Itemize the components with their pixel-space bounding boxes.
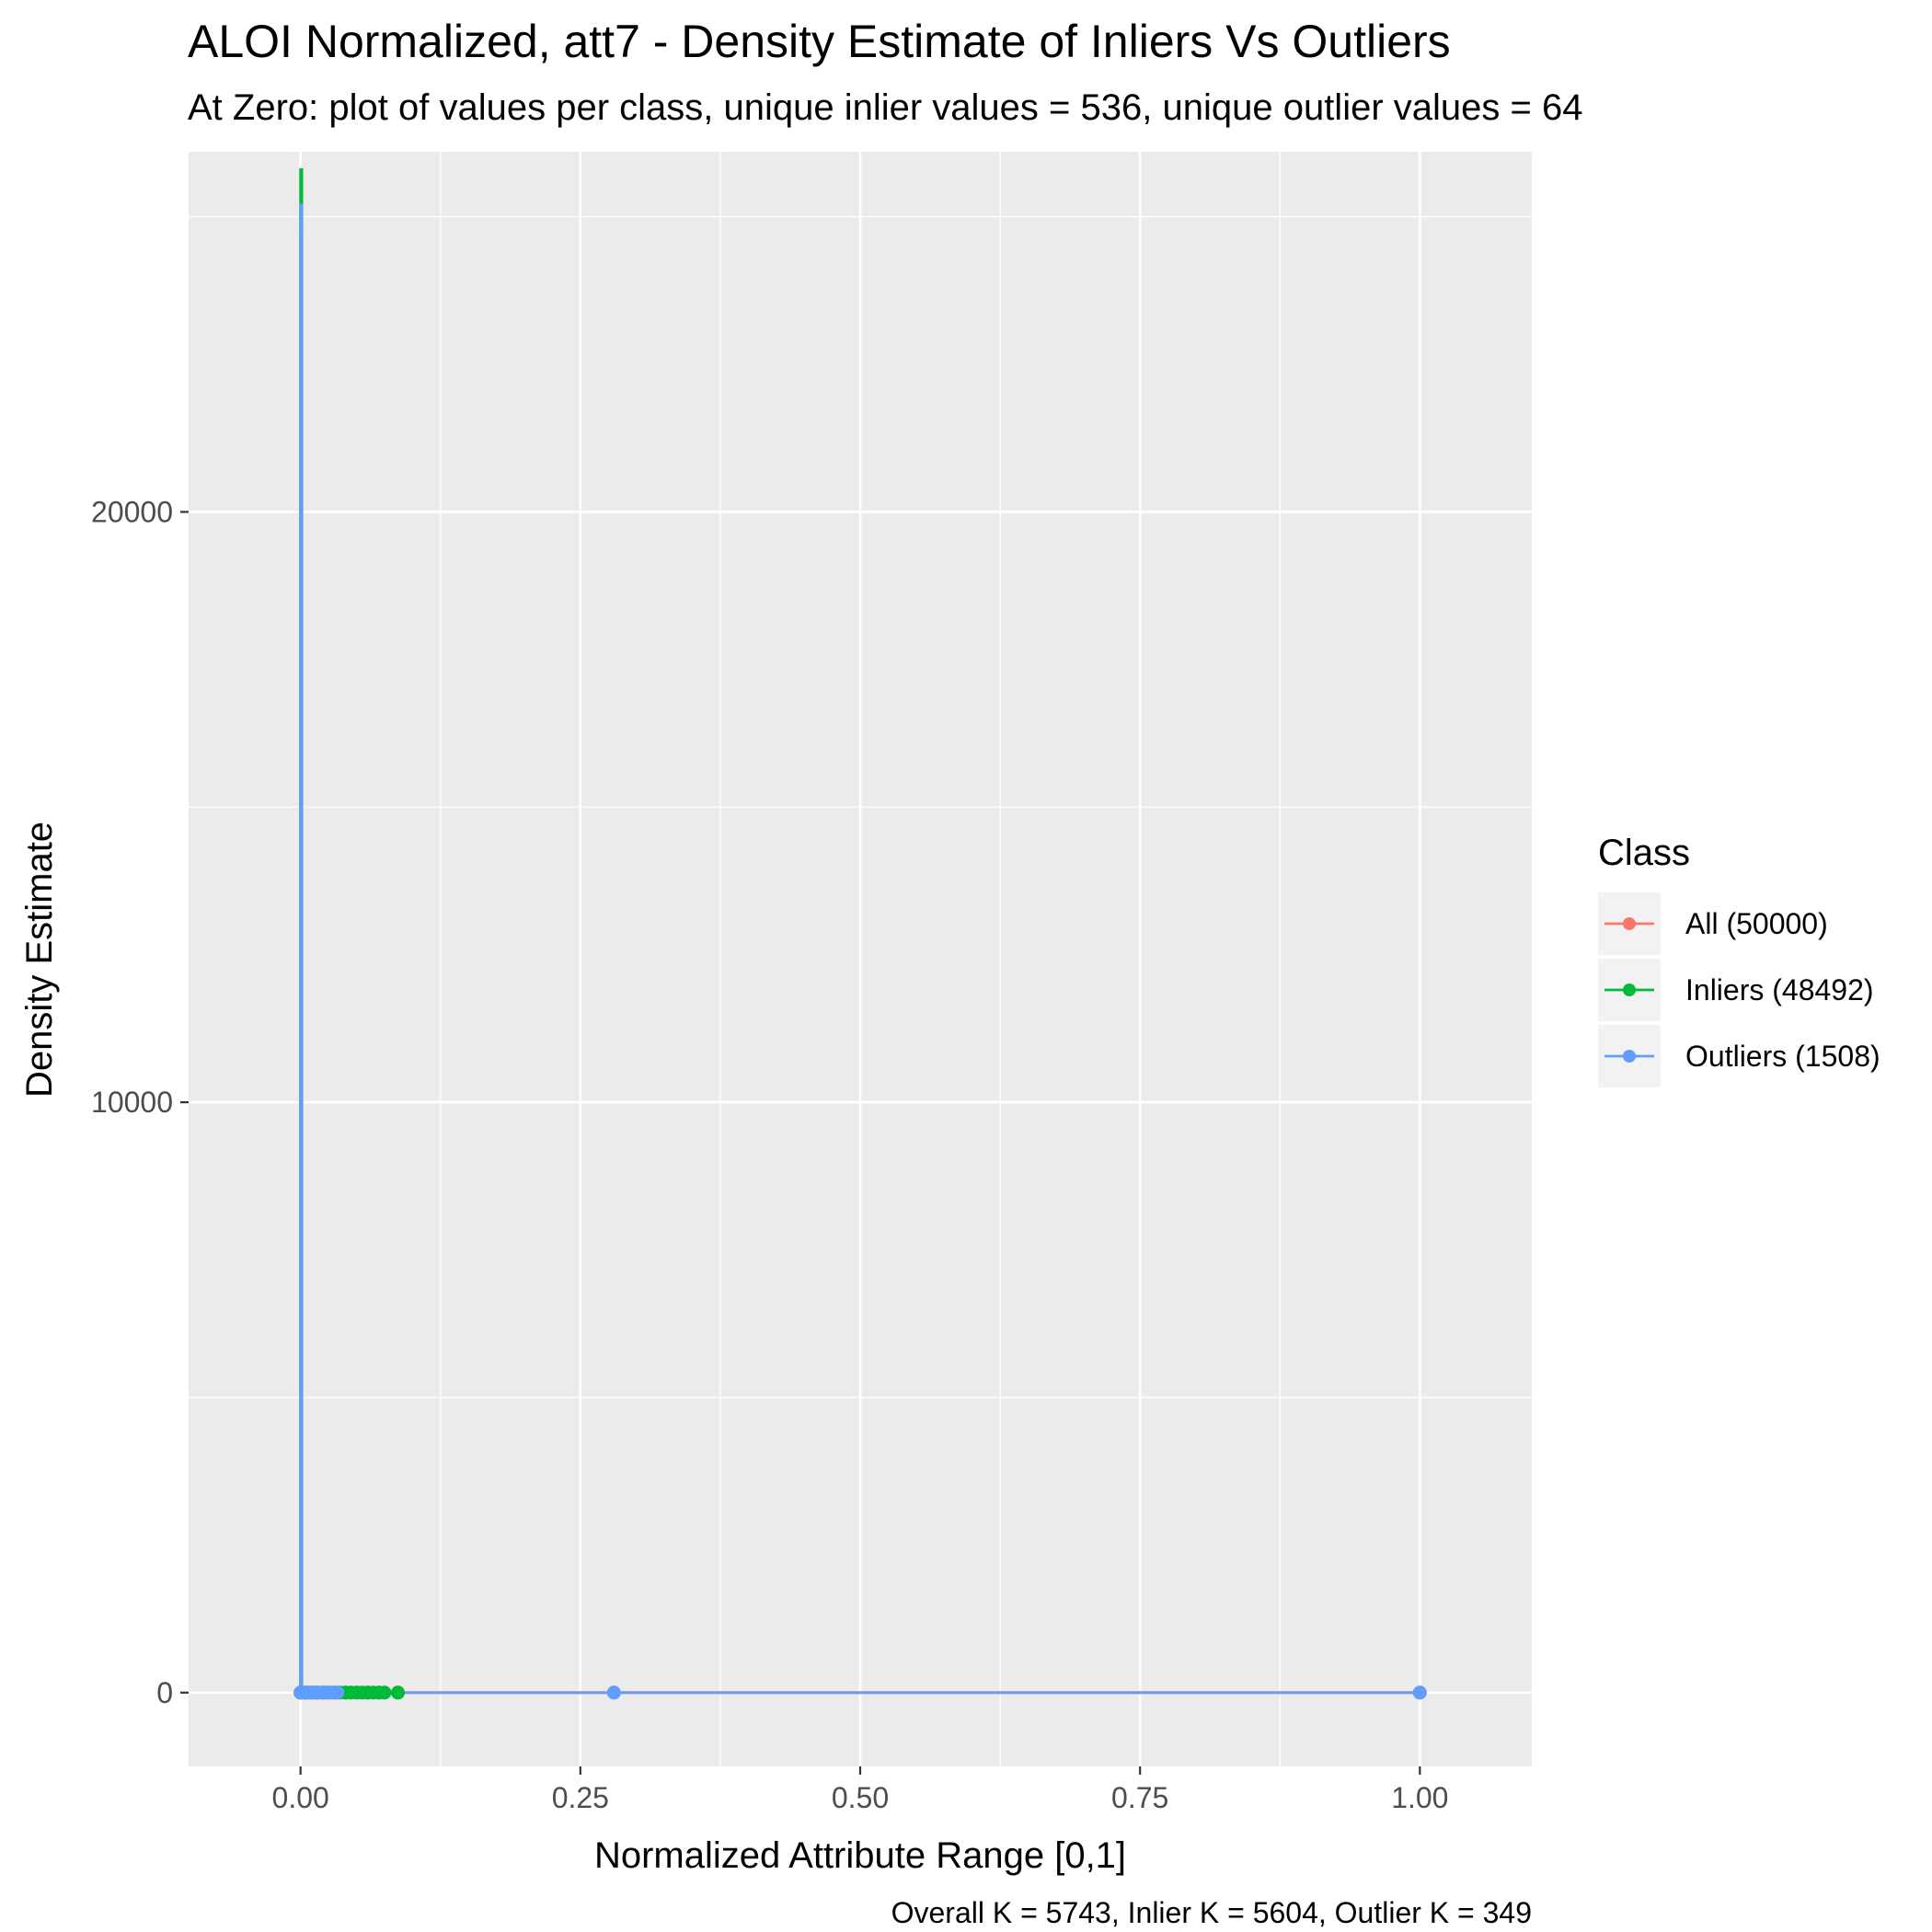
legend-key-point bbox=[1623, 917, 1636, 930]
series-points bbox=[293, 1685, 1427, 1700]
x-tick-label: 0.00 bbox=[272, 1781, 329, 1814]
series-2-point bbox=[606, 1685, 621, 1700]
series-line-2 bbox=[299, 203, 1420, 1695]
y-tick-label: 20000 bbox=[91, 495, 173, 528]
x-tick-label: 0.75 bbox=[1111, 1781, 1168, 1814]
y-axis: 0 10000 20000 bbox=[91, 495, 189, 1709]
x-tick-label: 1.00 bbox=[1391, 1781, 1448, 1814]
series-1-point bbox=[391, 1685, 406, 1700]
legend-items: All (50000) Inliers (48492) Outliers (1508… bbox=[1598, 892, 1880, 1087]
x-tick-label: 0.50 bbox=[832, 1781, 889, 1814]
legend-label: All (50000) bbox=[1685, 907, 1828, 940]
legend-title: Class bbox=[1598, 833, 1690, 873]
series-2-point bbox=[330, 1685, 345, 1700]
y-tick-label: 0 bbox=[156, 1676, 173, 1709]
legend-label: Outliers (1508) bbox=[1685, 1040, 1880, 1073]
y-tick-label: 10000 bbox=[91, 1086, 173, 1119]
legend-key-point bbox=[1623, 983, 1636, 996]
x-axis-title: Normalized Attribute Range [0,1] bbox=[594, 1835, 1126, 1876]
legend-label: Inliers (48492) bbox=[1685, 973, 1874, 1006]
chart-caption: Overall K = 5743, Inlier K = 5604, Outli… bbox=[891, 1896, 1532, 1929]
x-axis: 0.00 0.25 0.50 0.75 1.00 bbox=[272, 1766, 1448, 1814]
y-axis-title: Density Estimate bbox=[19, 822, 60, 1098]
series-1-point bbox=[377, 1685, 392, 1700]
legend-key-point bbox=[1623, 1050, 1636, 1063]
legend: Class All (50000) Inliers (48492) Outliers… bbox=[1598, 833, 1880, 1087]
chart-title: ALOI Normalized, att7 - Density Estimate… bbox=[188, 16, 1451, 67]
series-2-point bbox=[1412, 1685, 1427, 1700]
chart-subtitle: At Zero: plot of values per class, uniqu… bbox=[188, 87, 1582, 128]
x-tick-label: 0.25 bbox=[552, 1781, 609, 1814]
